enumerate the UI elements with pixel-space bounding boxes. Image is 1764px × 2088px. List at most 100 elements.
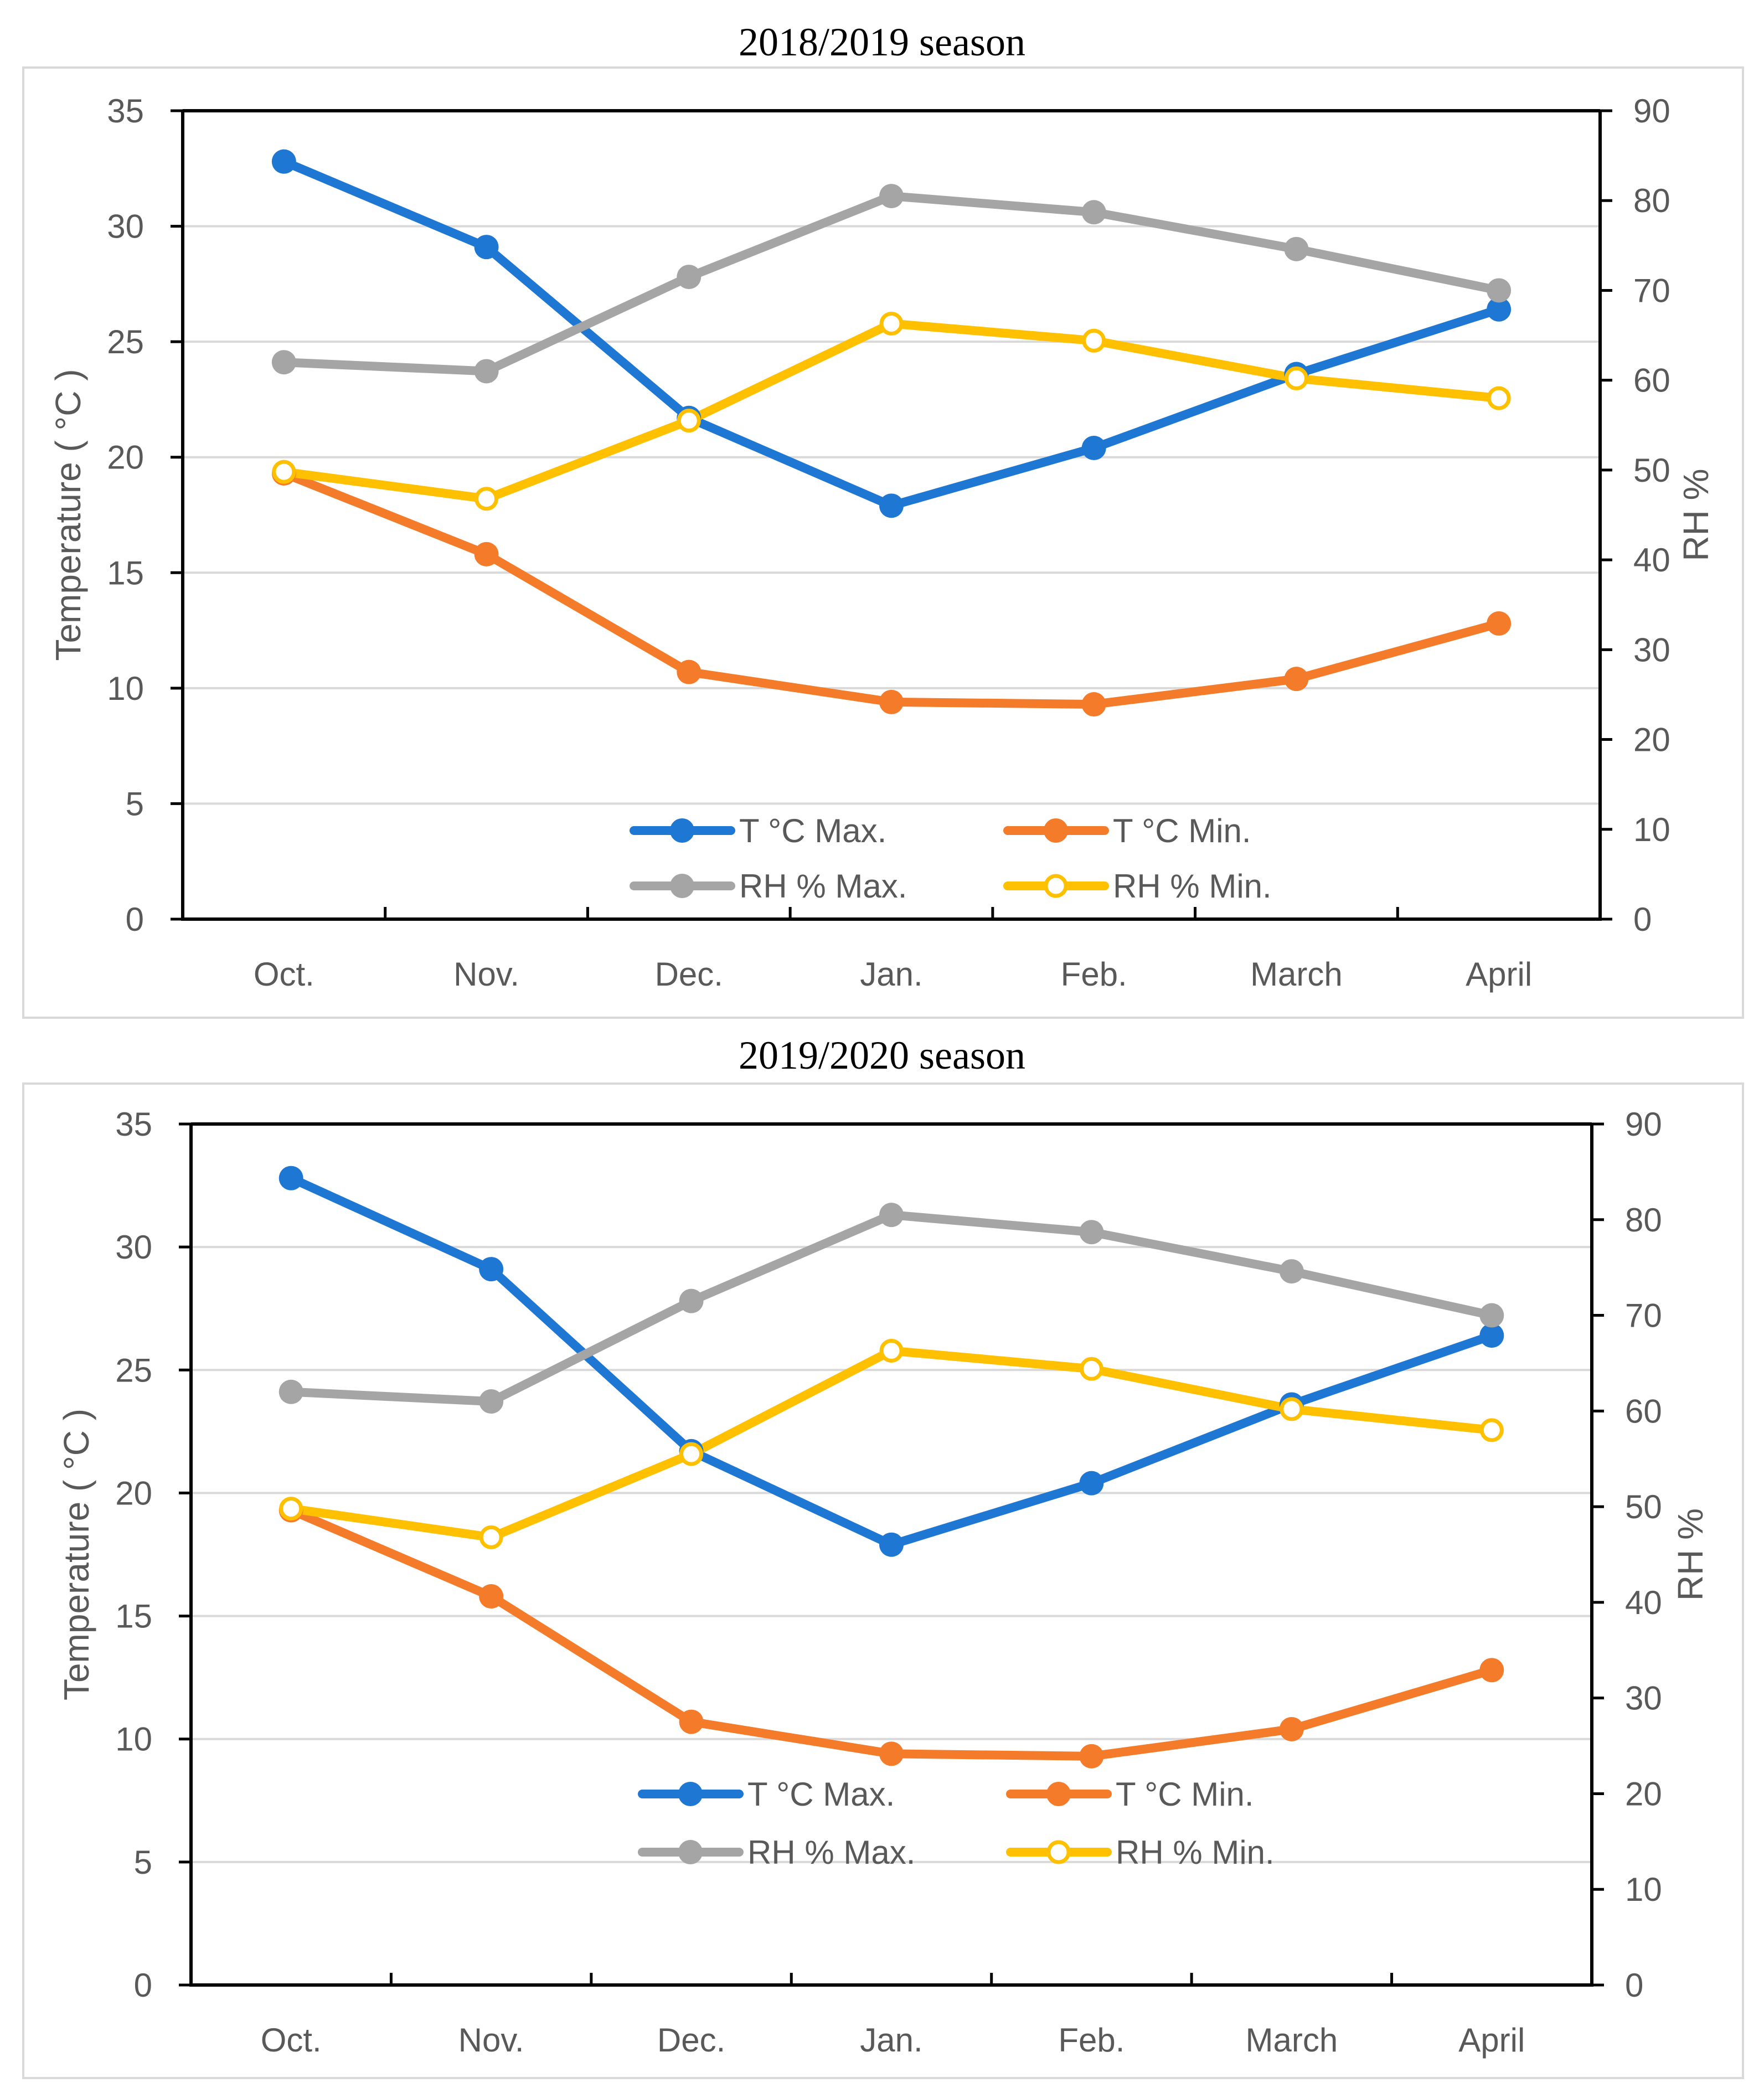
- y2-axis-title: RH %: [1670, 1508, 1710, 1601]
- data-point: [1079, 1220, 1104, 1245]
- data-point: [677, 265, 702, 290]
- data-point: [1487, 386, 1511, 410]
- y-tick-label: 30: [107, 208, 144, 245]
- x-tick-label: Jan.: [860, 956, 922, 993]
- data-point: [679, 1709, 704, 1734]
- y-tick-label: 35: [115, 1106, 152, 1143]
- data-point: [1081, 436, 1106, 461]
- legend-label: T °C Min.: [1116, 1776, 1254, 1813]
- data-point: [1479, 1303, 1504, 1328]
- legend-marker: [670, 818, 694, 843]
- y2-tick-label: 70: [1625, 1297, 1662, 1334]
- x-tick-label: March: [1246, 2022, 1338, 2059]
- chart-svg: 0 5 10 15 20 25 30 35 0 10 20 30 40 50 60 70 80 90 Oct. Nov…: [48, 92, 1716, 993]
- x-tick-label: March: [1250, 956, 1343, 993]
- y2-tick-label: 40: [1633, 542, 1670, 579]
- legend-marker: [1046, 1782, 1071, 1806]
- data-point: [1479, 1658, 1504, 1683]
- legend-marker: [1044, 874, 1068, 898]
- x-tick-label: April: [1458, 2022, 1525, 2059]
- y-tick-label: 20: [107, 439, 144, 476]
- legend-label: T °C Min.: [1113, 812, 1251, 849]
- y2-axis-title: RH %: [1676, 468, 1716, 561]
- y2-tick-label: 0: [1633, 901, 1652, 938]
- chart-frame: [22, 1082, 1744, 2079]
- data-point: [879, 689, 904, 714]
- data-point: [1479, 1323, 1504, 1348]
- data-point: [479, 1389, 504, 1414]
- x-tick-label: Nov.: [458, 2022, 524, 2059]
- data-point: [474, 487, 499, 511]
- y2-tick-label: 70: [1633, 272, 1670, 309]
- data-point: [879, 184, 904, 209]
- chart-title: 2019/2020 season: [739, 1033, 1025, 1077]
- y2-tick-label: 40: [1625, 1584, 1662, 1621]
- data-point: [879, 1532, 904, 1557]
- data-point: [879, 1741, 904, 1766]
- y-axis-title: Temperature ( °C ): [48, 369, 88, 661]
- data-point: [474, 235, 499, 260]
- data-point: [1284, 236, 1309, 261]
- y2-tick-label: 30: [1633, 631, 1670, 668]
- y2-tick-label: 10: [1625, 1871, 1662, 1908]
- data-point: [1079, 1471, 1104, 1496]
- data-point: [479, 1584, 504, 1609]
- y2-tick-label: 90: [1633, 92, 1670, 130]
- legend-marker: [1044, 818, 1068, 843]
- data-point: [879, 1338, 904, 1363]
- legend-label: T °C Max.: [747, 1776, 895, 1813]
- y-tick-label: 25: [107, 323, 144, 360]
- legend-marker: [678, 1782, 703, 1806]
- series-line: [286, 1210, 1497, 1406]
- y2-tick-label: 80: [1625, 1202, 1662, 1239]
- y2-tick-label: 50: [1625, 1488, 1662, 1525]
- data-point: [271, 149, 296, 174]
- data-point: [679, 1288, 704, 1313]
- y2-tick-label: 60: [1625, 1393, 1662, 1430]
- y2-tick-label: 0: [1625, 1967, 1643, 2004]
- y2-tick-label: 90: [1625, 1106, 1662, 1143]
- data-point: [271, 350, 296, 375]
- data-point: [1280, 1397, 1304, 1421]
- data-point: [879, 311, 904, 336]
- legend-marker: [670, 874, 694, 898]
- data-point: [1279, 1259, 1304, 1284]
- chart-2019-2020: 2019/2020 season 0 5 10 15 20 25 30 35 0 10 20 30 40…: [0, 1024, 1764, 2088]
- y-tick-label: 10: [115, 1721, 152, 1758]
- data-point: [677, 659, 702, 684]
- y-tick-label: 0: [126, 901, 144, 938]
- chart-2018-2019: 2018/2019 season 0 5 10 15 20 25 30 35 0 10 20 30 40…: [0, 0, 1764, 1024]
- x-tick-label: Dec.: [657, 2022, 725, 2059]
- y-tick-label: 5: [126, 785, 144, 822]
- y-tick-label: 15: [107, 554, 144, 591]
- y2-tick-label: 30: [1625, 1680, 1662, 1717]
- legend-label: RH % Min.: [1113, 868, 1272, 905]
- x-tick-label: Oct.: [254, 956, 314, 993]
- y-tick-label: 35: [107, 92, 144, 130]
- series-line: [279, 319, 1504, 503]
- data-point: [677, 409, 701, 433]
- series-line: [279, 192, 1504, 376]
- x-tick-label: April: [1466, 956, 1532, 993]
- y-tick-label: 25: [115, 1352, 152, 1389]
- y2-tick-label: 60: [1633, 362, 1670, 399]
- y-tick-label: 10: [107, 670, 144, 707]
- y-tick-label: 20: [115, 1475, 152, 1512]
- y2-tick-label: 20: [1633, 721, 1670, 759]
- data-point: [1079, 1357, 1103, 1381]
- chart-title: 2018/2019 season: [739, 20, 1025, 64]
- legend-label: RH % Max.: [739, 868, 907, 905]
- data-point: [479, 1257, 504, 1282]
- data-point: [279, 1497, 303, 1521]
- data-point: [1081, 200, 1106, 225]
- data-point: [1279, 1716, 1304, 1741]
- data-point: [1479, 1418, 1504, 1442]
- y-axis-title: Temperature ( °C ): [56, 1409, 96, 1700]
- data-point: [1487, 611, 1512, 636]
- x-tick-label: Feb.: [1061, 956, 1127, 993]
- data-point: [272, 460, 296, 484]
- legend-label: T °C Max.: [739, 812, 886, 849]
- y2-tick-label: 80: [1633, 182, 1670, 219]
- legend-marker: [1046, 1840, 1071, 1864]
- data-point: [879, 1203, 904, 1228]
